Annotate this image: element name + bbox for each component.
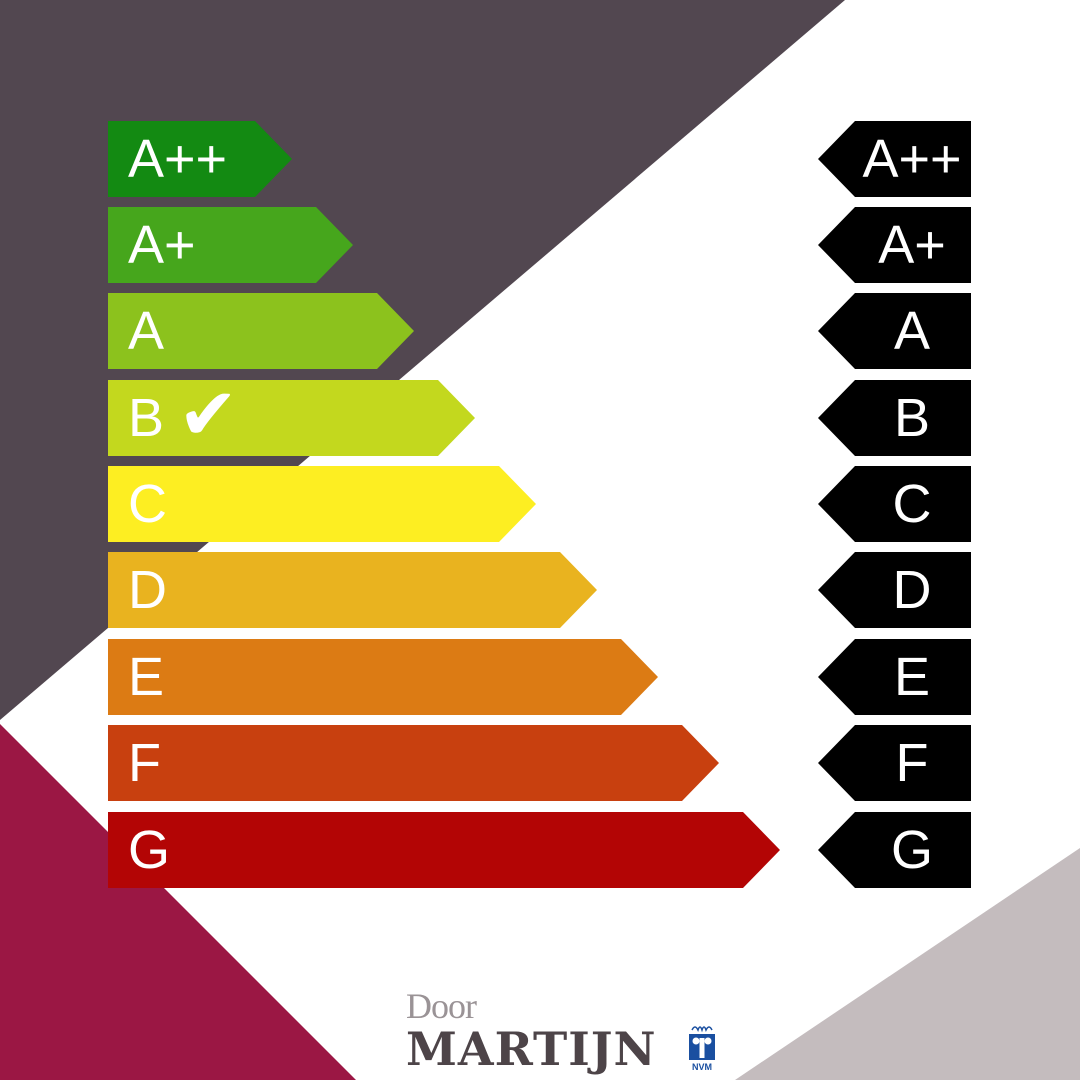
nvm-logo-icon: NVM — [689, 1026, 715, 1072]
energy-bar-label: E — [128, 647, 165, 707]
logo: Door MARTIJN — [406, 988, 657, 1074]
rating-arrow-label: C — [892, 474, 932, 534]
energy-bar-1: A+ — [108, 207, 353, 283]
maroon-triangle — [0, 724, 356, 1080]
energy-bar-4: C — [108, 466, 536, 542]
rating-arrow-6: E — [818, 639, 971, 715]
rating-arrow-label: E — [893, 647, 931, 707]
svg-text:NVM: NVM — [692, 1062, 712, 1072]
energy-bar-label: G — [128, 820, 171, 880]
energy-bar-label: B — [128, 388, 165, 448]
energy-bar-7: F — [108, 725, 719, 801]
rating-arrow-4: C — [818, 466, 971, 542]
rating-arrow-label: A++ — [862, 129, 962, 189]
logo-door: Door — [406, 986, 477, 1026]
rating-arrow-2: A — [818, 293, 971, 369]
logo-name: MARTIJN — [406, 1022, 657, 1076]
energy-bar-label: A — [128, 301, 165, 361]
rating-arrow-0: A++ — [818, 121, 971, 197]
energy-bar-label: F — [128, 733, 161, 793]
energy-bar-6: E — [108, 639, 658, 715]
energy-bar-8: G — [108, 812, 780, 888]
rating-arrow-label: D — [892, 560, 932, 620]
rating-arrow-8: G — [818, 812, 971, 888]
rating-arrow-label: A+ — [878, 215, 946, 275]
rating-arrow-label: G — [890, 820, 933, 880]
energy-bar-label: A++ — [128, 129, 228, 189]
rating-arrow-3: B — [818, 380, 971, 456]
energy-bar-label: C — [128, 474, 167, 534]
light-triangle — [735, 848, 1080, 1080]
rating-arrow-1: A+ — [818, 207, 971, 283]
rating-arrow-7: F — [818, 725, 971, 801]
energy-bar-3: B ✔ — [108, 380, 475, 456]
check-icon: ✔ — [178, 372, 239, 456]
energy-bar-0: A++ — [108, 121, 292, 197]
energy-bar-5: D — [108, 552, 597, 628]
rating-arrow-5: D — [818, 552, 971, 628]
rating-arrow-label: F — [895, 733, 929, 793]
rating-arrow-label: B — [893, 388, 931, 448]
energy-bar-2: A — [108, 293, 414, 369]
energy-bar-label: D — [128, 560, 167, 620]
energy-bar-label: A+ — [128, 215, 196, 275]
rating-arrow-label: A — [893, 301, 931, 361]
